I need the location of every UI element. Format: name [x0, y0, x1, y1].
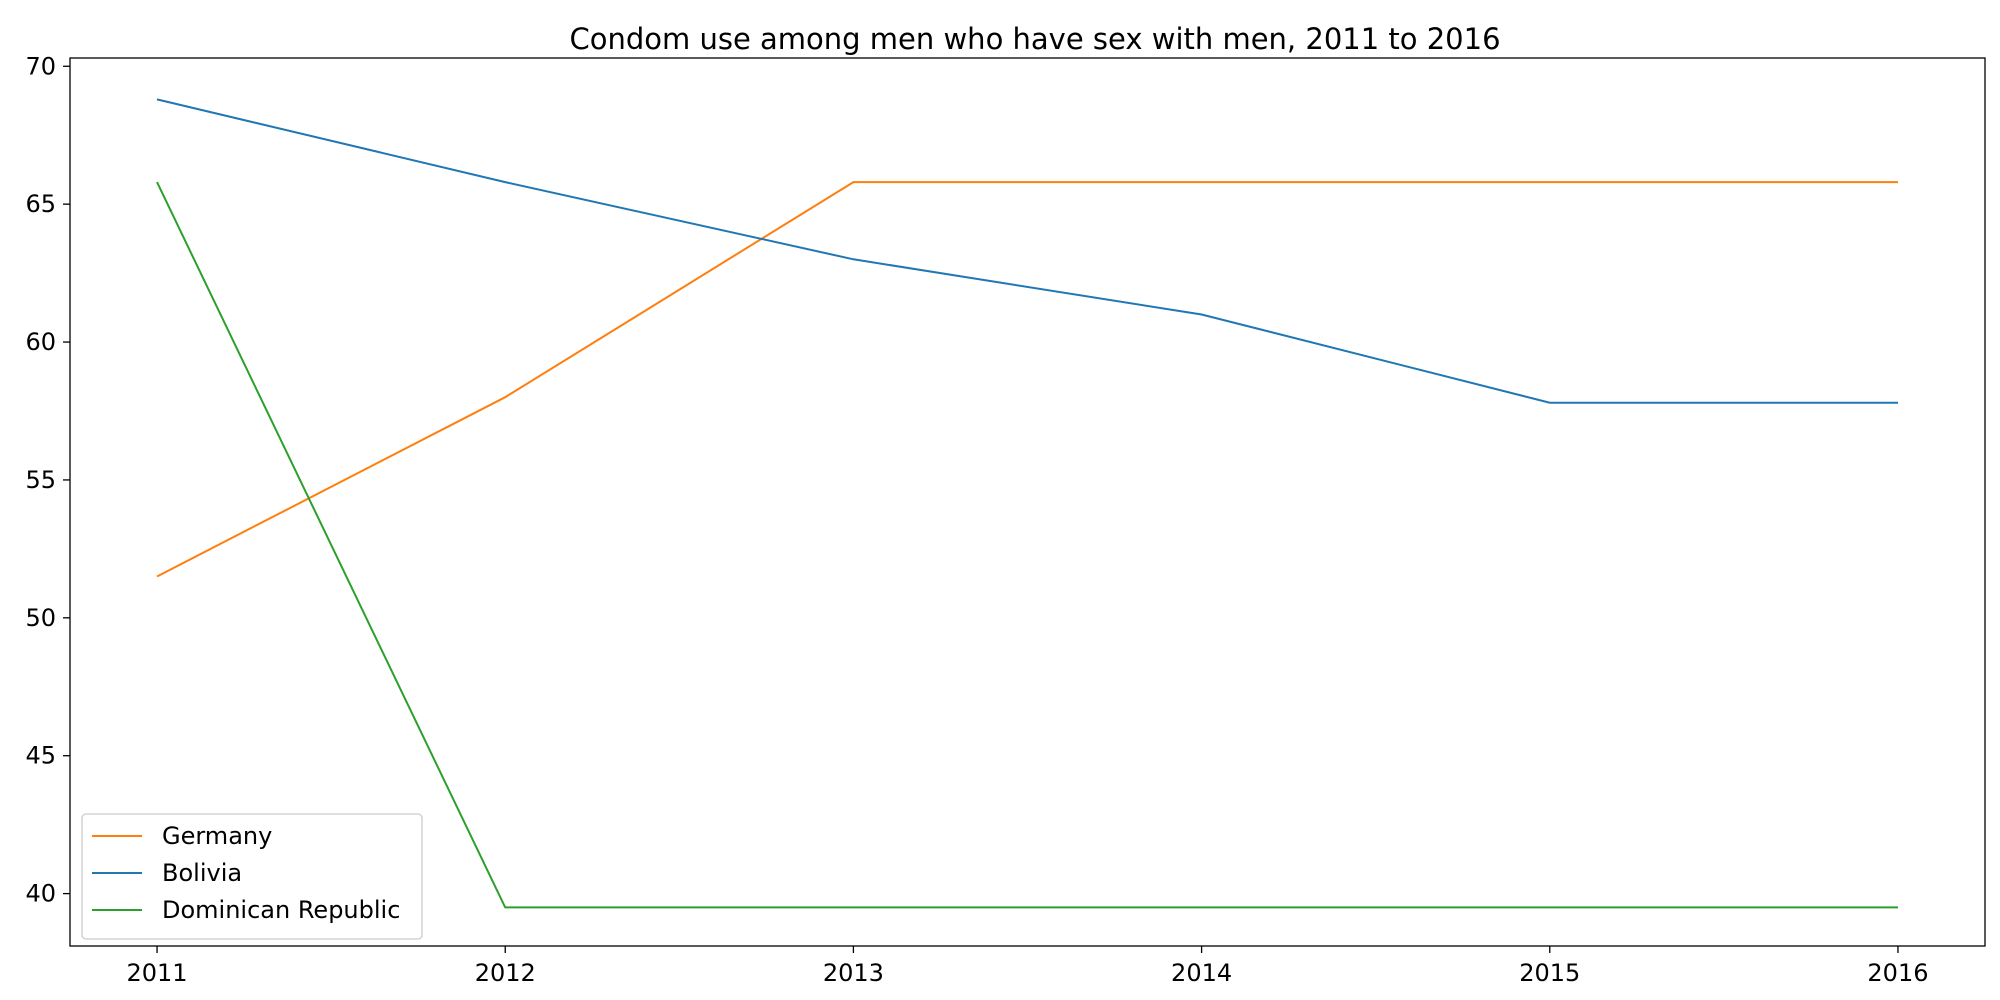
y-tick-label-1: 45 [25, 742, 56, 770]
x-tick-label-4: 2015 [1519, 959, 1580, 987]
y-tick-label-3: 55 [25, 466, 56, 494]
series-line-1 [156, 98, 1898, 404]
y-tick-label-0: 40 [25, 880, 56, 908]
x-axis: 2011 2012 2013 2014 2015 2016 [127, 946, 1928, 987]
legend-label-2: Dominican Republic [162, 896, 400, 924]
series-line-0 [156, 181, 1898, 578]
chart-title: Condom use among men who have sex with m… [569, 22, 1500, 56]
legend-label-1: Bolivia [162, 859, 242, 887]
x-tick-label-3: 2014 [1171, 959, 1232, 987]
y-axis: 40 45 50 55 60 65 70 [25, 52, 70, 908]
y-tick-label-5: 65 [25, 190, 56, 218]
x-tick-label-2: 2013 [823, 959, 884, 987]
y-tick-label-4: 60 [25, 328, 56, 356]
x-tick-label-0: 2011 [127, 959, 188, 987]
x-tick-label-1: 2012 [475, 959, 536, 987]
legend-box [81, 813, 423, 940]
y-tick-label-2: 50 [25, 604, 56, 632]
plot-frame [69, 57, 1986, 947]
legend: Germany Bolivia Dominican Republic [81, 813, 423, 940]
series-layer [156, 98, 1898, 909]
x-tick-label-5: 2016 [1867, 959, 1928, 987]
legend-label-0: Germany [162, 822, 272, 850]
series-line-2 [156, 181, 1898, 909]
y-tick-label-6: 70 [25, 52, 56, 80]
